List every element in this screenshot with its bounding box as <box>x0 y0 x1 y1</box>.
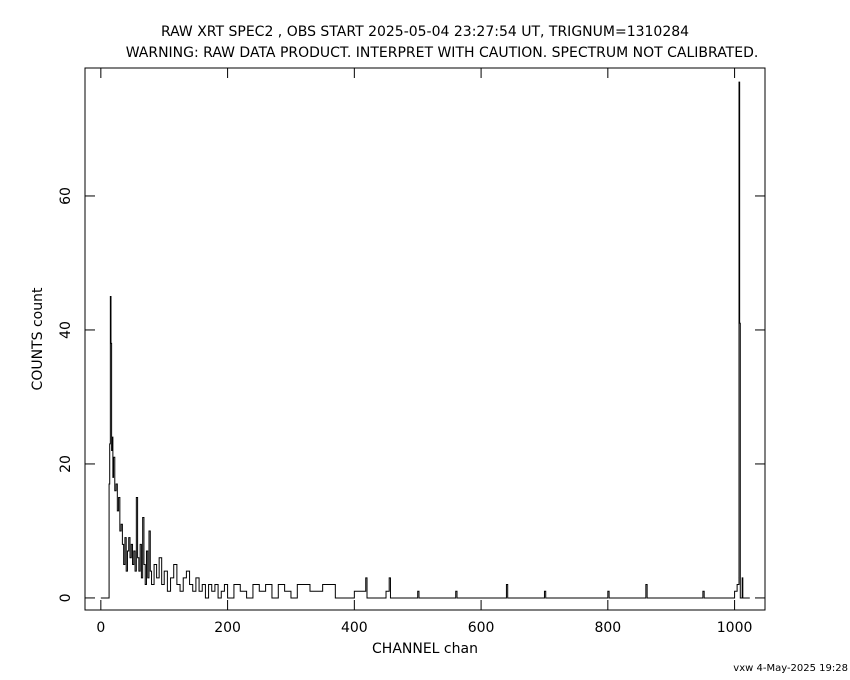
y-tick-label: 20 <box>58 455 74 473</box>
x-tick-label: 800 <box>594 620 621 636</box>
x-tick-label: 400 <box>341 620 368 636</box>
chart-title: RAW XRT SPEC2 , OBS START 2025-05-04 23:… <box>161 24 689 40</box>
footer: vxw 4-May-2025 19:28 <box>733 663 848 674</box>
x-tick-label: 0 <box>96 620 105 636</box>
x-axis-label: CHANNEL chan <box>372 641 478 657</box>
y-axis-label: COUNTS count <box>30 287 46 390</box>
x-tick-label: 600 <box>468 620 495 636</box>
plot-frame <box>84 67 766 611</box>
chart-subtitle: WARNING: RAW DATA PRODUCT. INTERPRET WIT… <box>126 45 759 61</box>
x-tick-label: 1000 <box>717 620 753 636</box>
y-tick-label: 0 <box>58 593 74 602</box>
y-tick-label: 60 <box>58 187 74 205</box>
y-tick-label: 40 <box>58 321 74 339</box>
spectrum-line <box>100 81 750 599</box>
x-tick-label: 200 <box>214 620 241 636</box>
